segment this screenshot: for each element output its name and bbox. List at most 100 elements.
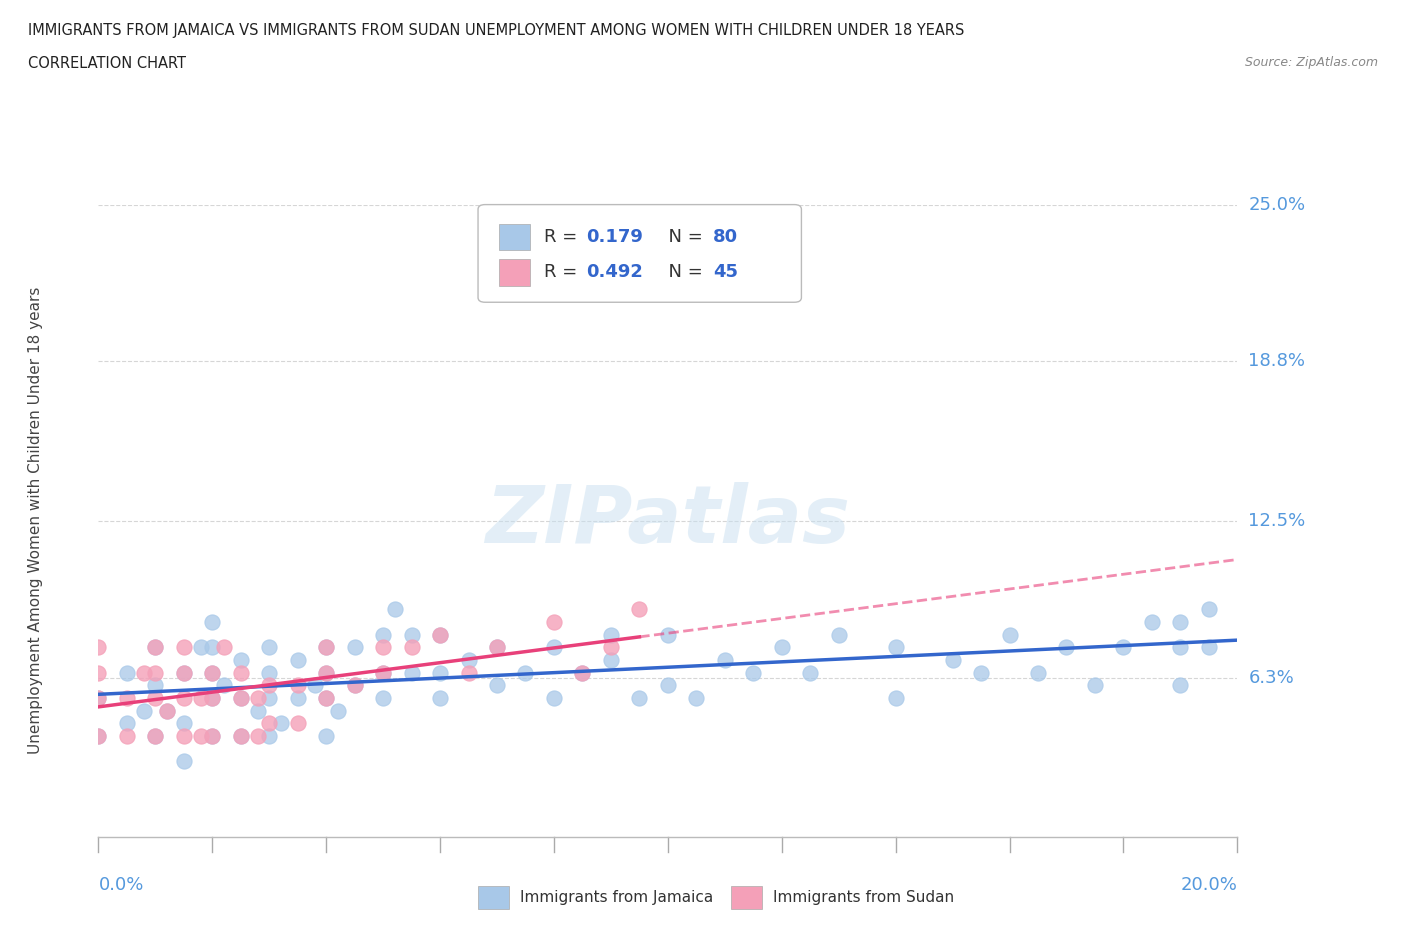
Point bbox=[229, 653, 252, 668]
Point bbox=[270, 716, 292, 731]
Point bbox=[373, 665, 395, 680]
Point bbox=[600, 627, 623, 642]
Text: Unemployment Among Women with Children Under 18 years: Unemployment Among Women with Children U… bbox=[28, 287, 44, 754]
Text: 0.179: 0.179 bbox=[586, 228, 643, 246]
Point bbox=[315, 690, 337, 705]
Point bbox=[190, 640, 212, 655]
Point bbox=[429, 665, 451, 680]
Point bbox=[429, 627, 451, 642]
Point bbox=[115, 665, 138, 680]
Text: IMMIGRANTS FROM JAMAICA VS IMMIGRANTS FROM SUDAN UNEMPLOYMENT AMONG WOMEN WITH C: IMMIGRANTS FROM JAMAICA VS IMMIGRANTS FR… bbox=[28, 23, 965, 38]
Point bbox=[343, 678, 366, 693]
Point bbox=[384, 602, 406, 617]
Point bbox=[132, 665, 155, 680]
Point bbox=[486, 640, 509, 655]
Point bbox=[315, 728, 337, 743]
Point bbox=[1084, 678, 1107, 693]
Point bbox=[229, 690, 252, 705]
Point bbox=[145, 678, 167, 693]
Point bbox=[343, 678, 366, 693]
Point bbox=[998, 627, 1021, 642]
Point bbox=[315, 690, 337, 705]
Point bbox=[742, 665, 765, 680]
Point bbox=[173, 753, 195, 768]
Point bbox=[571, 665, 593, 680]
Point bbox=[401, 627, 423, 642]
Text: 0.492: 0.492 bbox=[586, 263, 643, 282]
Point bbox=[201, 615, 224, 630]
Point bbox=[115, 716, 138, 731]
Text: 18.8%: 18.8% bbox=[1249, 352, 1305, 370]
Point bbox=[287, 690, 309, 705]
Point bbox=[173, 690, 195, 705]
Text: CORRELATION CHART: CORRELATION CHART bbox=[28, 56, 186, 71]
Point bbox=[628, 690, 651, 705]
Point bbox=[1026, 665, 1049, 680]
Point bbox=[600, 653, 623, 668]
Point bbox=[173, 665, 195, 680]
Point bbox=[156, 703, 179, 718]
Point bbox=[246, 703, 269, 718]
Point bbox=[173, 640, 195, 655]
Point bbox=[315, 665, 337, 680]
Point bbox=[87, 690, 110, 705]
Point bbox=[173, 716, 195, 731]
Point bbox=[657, 627, 679, 642]
Point bbox=[315, 640, 337, 655]
Text: 6.3%: 6.3% bbox=[1249, 669, 1294, 686]
Text: N =: N = bbox=[657, 263, 709, 282]
Point bbox=[884, 640, 907, 655]
Point bbox=[259, 728, 281, 743]
Point bbox=[828, 627, 851, 642]
Point bbox=[1170, 615, 1192, 630]
Point bbox=[145, 665, 167, 680]
Point bbox=[657, 678, 679, 693]
Point bbox=[212, 678, 235, 693]
Point bbox=[373, 640, 395, 655]
Text: N =: N = bbox=[657, 228, 709, 246]
Point bbox=[457, 653, 479, 668]
Point bbox=[486, 678, 509, 693]
Point bbox=[229, 665, 252, 680]
Point bbox=[1198, 640, 1220, 655]
Text: 0.0%: 0.0% bbox=[98, 876, 143, 894]
Point bbox=[315, 665, 337, 680]
Point bbox=[201, 665, 224, 680]
Point bbox=[1198, 602, 1220, 617]
Point bbox=[156, 703, 179, 718]
Point bbox=[229, 728, 252, 743]
Point bbox=[373, 665, 395, 680]
Point bbox=[259, 640, 281, 655]
Point bbox=[201, 665, 224, 680]
Point bbox=[1140, 615, 1163, 630]
Point bbox=[145, 728, 167, 743]
Point bbox=[942, 653, 965, 668]
Point bbox=[145, 690, 167, 705]
Point bbox=[1170, 678, 1192, 693]
Point bbox=[229, 690, 252, 705]
Text: Immigrants from Sudan: Immigrants from Sudan bbox=[773, 890, 955, 905]
Point bbox=[87, 690, 110, 705]
Point bbox=[145, 640, 167, 655]
Point bbox=[246, 690, 269, 705]
Text: R =: R = bbox=[544, 228, 583, 246]
Point bbox=[229, 728, 252, 743]
Point bbox=[685, 690, 707, 705]
Point bbox=[201, 728, 224, 743]
Text: 45: 45 bbox=[713, 263, 738, 282]
Point bbox=[259, 690, 281, 705]
Point bbox=[259, 665, 281, 680]
Point bbox=[884, 690, 907, 705]
Point bbox=[246, 728, 269, 743]
Point bbox=[600, 640, 623, 655]
Point bbox=[714, 653, 737, 668]
Point bbox=[571, 665, 593, 680]
Point bbox=[486, 640, 509, 655]
Point bbox=[770, 640, 793, 655]
Point bbox=[1112, 640, 1135, 655]
Point bbox=[132, 703, 155, 718]
Point bbox=[1056, 640, 1078, 655]
Point bbox=[212, 640, 235, 655]
Point bbox=[799, 665, 821, 680]
Point bbox=[628, 602, 651, 617]
